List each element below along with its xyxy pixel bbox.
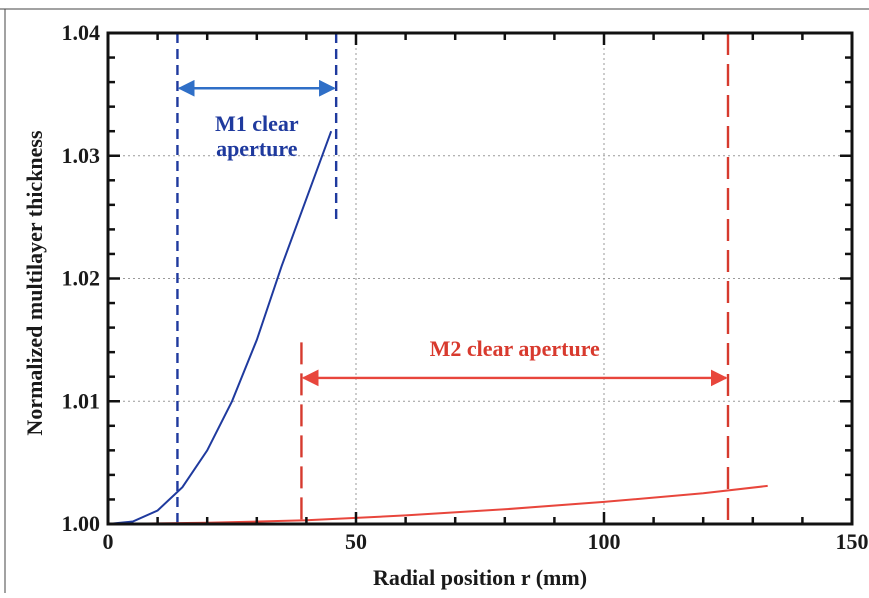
x-tick-label: 100 bbox=[588, 529, 621, 554]
x-tick-label: 150 bbox=[836, 529, 869, 554]
x-tick-label: 50 bbox=[345, 529, 367, 554]
aperture-label: M2 clear aperture bbox=[430, 336, 600, 361]
axes: 0 50 100 150 1.00 1.01 1.02 1.03 1.04 bbox=[62, 20, 869, 554]
y-tick-label: 1.02 bbox=[62, 266, 101, 291]
series-line bbox=[107, 130, 333, 525]
aperture-label: M1 clear aperture bbox=[215, 111, 299, 161]
grid bbox=[108, 33, 852, 524]
y-tick-label: 1.03 bbox=[62, 143, 101, 168]
annotations: M1 clear aperture M2 clear aperture bbox=[177, 79, 728, 387]
x-axis-label: Radial position r (mm) bbox=[373, 565, 587, 590]
y-tick-label: 1.01 bbox=[62, 388, 101, 413]
data-series bbox=[107, 130, 768, 525]
series-line bbox=[107, 484, 768, 525]
y-axis-label: Normalized multilayer thickness bbox=[22, 130, 47, 436]
x-tick-label: 0 bbox=[103, 529, 114, 554]
aperture-markers bbox=[176, 33, 730, 524]
aperture-label-line: M2 clear aperture bbox=[430, 336, 600, 361]
y-tick-label: 1.04 bbox=[62, 20, 101, 45]
aperture-label-line: M1 clear bbox=[215, 111, 299, 136]
y-tick-label: 1.00 bbox=[62, 511, 101, 536]
aperture-label-line: aperture bbox=[216, 136, 298, 161]
